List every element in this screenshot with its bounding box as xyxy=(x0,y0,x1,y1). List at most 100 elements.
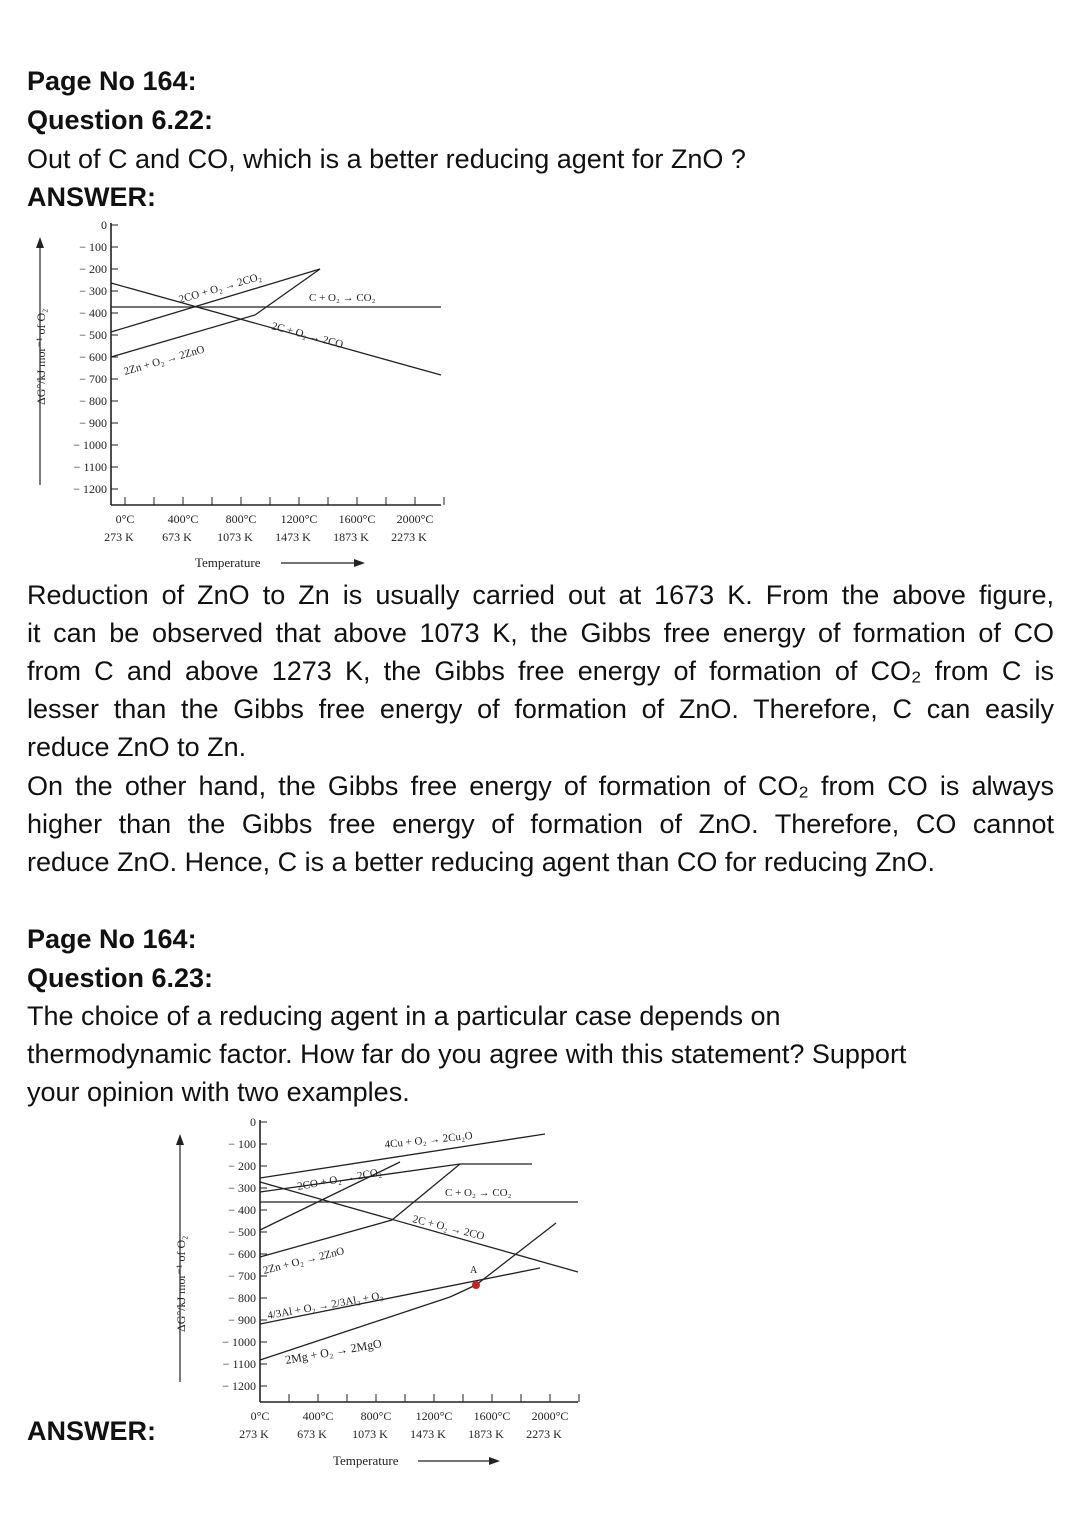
y-axis-label: ΔG°/kJ mor⁻¹ of O₂ xyxy=(174,1236,188,1332)
answer-line: from C and above 1273 K, the Gibbs free … xyxy=(27,656,1054,686)
y-tick-label: − 1000 xyxy=(222,1335,256,1349)
x-tick-label-kelvin: 1473 K xyxy=(275,530,311,544)
label-c-co: 2C + O₂ → 2CO xyxy=(270,320,344,351)
answer-line: On the other hand, the Gibbs free energy… xyxy=(27,771,1054,801)
x-tick-label-celsius: 800°C xyxy=(361,1409,392,1423)
x-axis-label: Temperature xyxy=(333,1453,399,1468)
question-text-line: The choice of a reducing agent in a part… xyxy=(27,1001,781,1031)
answer-paragraph-2: On the other hand, the Gibbs free energy… xyxy=(27,767,1054,881)
line-zn-zno xyxy=(110,314,256,358)
label-al-al2o3: 4/3Al + O₂ → 2/3Al₂ + O₃ xyxy=(266,1290,384,1322)
y-tick-label: − 700 xyxy=(228,1269,256,1283)
label-point-a: A xyxy=(470,1265,478,1276)
label-cu-cu2o: 4Cu + O₂ → 2Cu₂O xyxy=(384,1130,473,1151)
x-axis-arrow-icon xyxy=(489,1457,500,1465)
y-tick-label: − 500 xyxy=(79,328,107,342)
line-zn-zno xyxy=(259,1219,393,1258)
y-tick-label: − 1200 xyxy=(222,1379,256,1393)
y-tick-label: − 500 xyxy=(228,1225,256,1239)
line-mg-mgo-mid xyxy=(449,1284,477,1298)
x-tick-label-kelvin: 2273 K xyxy=(526,1427,562,1441)
x-tick-label-kelvin: 1873 K xyxy=(468,1427,504,1441)
y-tick-label: − 200 xyxy=(228,1159,256,1173)
answer-label: ANSWER: xyxy=(27,182,156,212)
x-tick-label-celsius: 0°C xyxy=(116,512,135,526)
x-tick-label-celsius: 400°C xyxy=(303,1409,334,1423)
line-co-co2-steep xyxy=(259,1161,401,1231)
x-axis-label: Temperature xyxy=(195,555,261,570)
answer-label: ANSWER: xyxy=(27,1416,156,1446)
y-tick-label: − 1000 xyxy=(73,438,107,452)
y-tick-label: − 200 xyxy=(79,262,107,276)
line-c-co xyxy=(259,1181,579,1273)
x-tick-label-kelvin: 2273 K xyxy=(391,530,427,544)
label-co-co2: 2CO + O₂ → 2CO₂ xyxy=(178,271,264,306)
y-tick-label: − 700 xyxy=(79,372,107,386)
page-number-heading: Page No 164: xyxy=(27,924,197,954)
x-tick-label-celsius: 2000°C xyxy=(397,512,434,526)
x-tick-label-celsius: 800°C xyxy=(226,512,257,526)
answer-line: lesser than the Gibbs free energy of for… xyxy=(27,694,1054,724)
y-tick-label: − 900 xyxy=(79,416,107,430)
x-tick-label-celsius: 400°C xyxy=(168,512,199,526)
y-tick-label: − 1100 xyxy=(74,460,107,474)
y-tick-label: − 1200 xyxy=(73,482,107,496)
line-zn-zno-upper xyxy=(254,268,321,316)
y-tick-label: − 400 xyxy=(228,1203,256,1217)
x-tick-label-kelvin: 273 K xyxy=(104,530,134,544)
y-tick-label: − 100 xyxy=(228,1137,256,1151)
y-tick-label: − 1100 xyxy=(223,1357,256,1371)
label-mg-mgo: 2Mg + O₂ → 2MgO xyxy=(284,1336,383,1367)
ellingham-diagram-full: 0 − 100 − 200 − 300 − 400 − 500 − 600 − 700 − 80… xyxy=(174,1115,580,1468)
page-number-heading: Page No 164: xyxy=(27,66,197,96)
x-tick-label-kelvin: 273 K xyxy=(239,1427,269,1441)
y-tick-label: − 800 xyxy=(228,1291,256,1305)
label-zn-zno: 2Zn + O₂ → 2ZnO xyxy=(123,343,206,378)
label-c-co2: C + O₂ → CO₂ xyxy=(309,292,376,304)
question-text: Out of C and CO, which is a better reduc… xyxy=(27,144,746,174)
y-tick-label: 0 xyxy=(250,1115,256,1129)
line-mg-mgo xyxy=(259,1296,451,1361)
line-zn-zno-upper xyxy=(391,1163,461,1221)
intersection-point-a xyxy=(472,1281,480,1289)
y-tick-label: − 800 xyxy=(79,394,107,408)
question-number: Question 6.23: xyxy=(27,963,214,993)
x-tick-label-celsius: 1600°C xyxy=(474,1409,511,1423)
y-tick-group: 0 − 100 − 200 − 300 − 400 − 500 − 600 − 700 − 80… xyxy=(73,218,118,496)
y-tick-label: 0 xyxy=(101,218,107,232)
x-tick-group: 0°C 273 K 400°C 673 K 800°C 1073 K 1200°C 1473 … xyxy=(239,1394,580,1441)
x-tick-label-kelvin: 673 K xyxy=(162,530,192,544)
x-tick-label-celsius: 0°C xyxy=(251,1409,270,1423)
x-tick-label-kelvin: 1473 K xyxy=(410,1427,446,1441)
answer-line: higher than the Gibbs free energy of for… xyxy=(27,809,1054,839)
answer-line: it can be observed that above 1073 K, th… xyxy=(27,618,1054,648)
line-co-co2 xyxy=(110,268,321,333)
answer-line: Reduction of ZnO to Zn is usually carrie… xyxy=(27,580,1054,610)
answer-line: reduce ZnO. Hence, C is a better reducin… xyxy=(27,847,935,877)
line-al-al2o3 xyxy=(259,1267,541,1325)
x-tick-label-celsius: 1200°C xyxy=(281,512,318,526)
ellingham-diagram-zn: 0 − 100 − 200 − 300 − 400 − 500 − 600 − 700 − 80… xyxy=(34,218,445,570)
y-tick-label: − 100 xyxy=(79,240,107,254)
x-tick-label-kelvin: 673 K xyxy=(297,1427,327,1441)
question-text-line: your opinion with two examples. xyxy=(27,1077,410,1107)
question-text-line: thermodynamic factor. How far do you agr… xyxy=(27,1039,907,1069)
x-tick-label-kelvin: 1073 K xyxy=(352,1427,388,1441)
y-tick-label: − 600 xyxy=(79,350,107,364)
line-co-co2 xyxy=(259,1163,461,1193)
x-tick-label-kelvin: 1873 K xyxy=(333,530,369,544)
y-tick-label: − 600 xyxy=(228,1247,256,1261)
line-mg-mgo-upper xyxy=(475,1222,557,1286)
y-tick-label: − 300 xyxy=(79,284,107,298)
question-number: Question 6.22: xyxy=(27,105,214,135)
y-tick-label: − 400 xyxy=(79,306,107,320)
label-c-co2: C + O₂ → CO₂ xyxy=(445,1187,512,1199)
x-tick-label-celsius: 1600°C xyxy=(339,512,376,526)
y-axis-arrow-icon xyxy=(36,237,44,248)
x-tick-group: 0°C 273 K 400°C 673 K 800°C 1073 K 1200°C 1473 … xyxy=(104,497,445,544)
y-tick-group: 0 − 100 − 200 − 300 − 400 − 500 − 600 − 700 − 80… xyxy=(222,1115,267,1393)
y-axis-label: ΔG°/kJ mor⁻¹ of O₂ xyxy=(34,309,48,405)
x-tick-label-kelvin: 1073 K xyxy=(217,530,253,544)
line-c-co xyxy=(110,282,442,376)
y-axis-arrow-icon xyxy=(176,1134,184,1145)
